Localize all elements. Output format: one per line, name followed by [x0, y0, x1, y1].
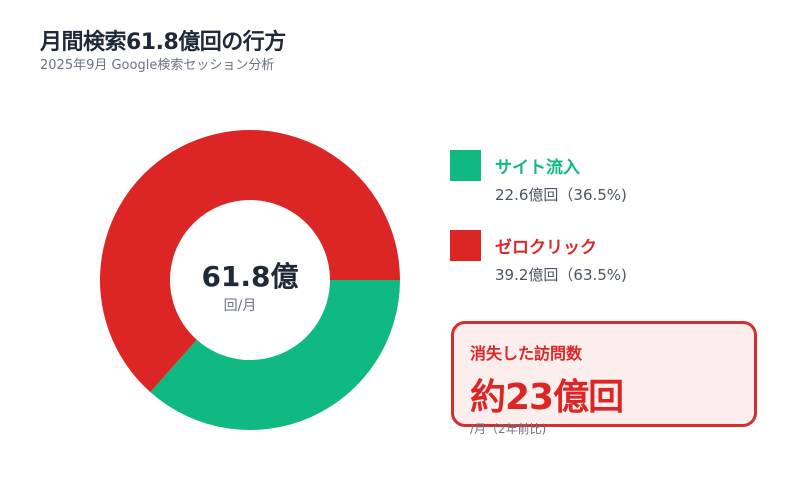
donut-slice-1: [100, 130, 400, 393]
donut-center-unit: 回/月: [223, 298, 257, 314]
callout-label: 消失した訪問数: [470, 344, 583, 363]
legend-value: 39.2億回（63.5%): [495, 266, 627, 284]
lost-visits-callout: [451, 321, 757, 427]
legend-value: 22.6億回（36.5%): [495, 186, 627, 204]
donut-center-value: 61.8億: [201, 260, 299, 293]
donut-chart: [100, 130, 400, 430]
legend-swatch-red: [450, 230, 481, 261]
page-subtitle: 2025年9月 Google検索セッション分析: [40, 58, 275, 73]
page-title: 月間検索61.8億回の行方: [40, 30, 286, 55]
callout-note: /月（2年前比): [470, 422, 547, 436]
donut-slice-0: [150, 280, 400, 430]
legend-swatch-green: [450, 150, 481, 181]
callout-value: 約23億回: [470, 377, 624, 418]
legend-label: サイト流入: [495, 158, 580, 178]
legend-label: ゼロクリック: [495, 238, 597, 258]
